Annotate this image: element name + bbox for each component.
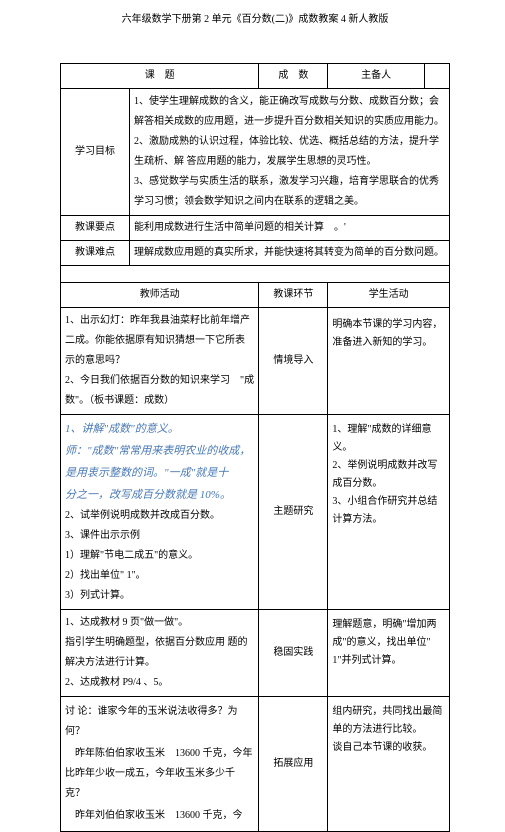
- cell-goals-text: 1、使学生理解成数的含义，能正确改写成数与分数、成数百分数；会解答相关成数的应用…: [130, 89, 450, 216]
- sec3-student: 理解题意，明确"增加两成"的意义，找出单位" 1"并列式计算。: [328, 610, 450, 697]
- sec1-student: 明确本节课的学习内容，准备进入新知的学习。: [328, 308, 450, 415]
- cell-goals-label: 学习目标: [61, 89, 130, 216]
- cell-title-label: 课 题: [61, 64, 259, 89]
- sec2-rest: 2、试举例说明成数并改成百分数。 3、课件出示示例 1）理解"节电二成五"的意义…: [65, 506, 254, 606]
- cell-difficulty-text: 理解成数应用题的真实所求，并能快速将其转变为简单的百分数问题。: [130, 241, 450, 266]
- cell-author-label: 主备人: [328, 64, 425, 89]
- sec4-t-c: 昨年刘伯伯家收玉米 13600 千克，今: [65, 806, 254, 826]
- cell-keypoint-label: 教课要点: [61, 216, 130, 241]
- sec2-h2: 师："成数"常常用来表明农业的收成，是用衷示整数的词。"一成"就是十: [65, 440, 254, 484]
- sec2-teacher: 1、讲解"成数"的意义。 师："成数"常常用来表明农业的收成，是用衷示整数的词。…: [61, 415, 259, 610]
- sec1-env: 情境导入: [259, 308, 328, 415]
- sec1-teacher: 1、出示幻灯：昨年我县油菜籽比前年增产二成。你能依据原有知识猜想一下它所表示的意…: [61, 308, 259, 415]
- sec2-env: 主题研究: [259, 415, 328, 610]
- page-header: 六年级数学下册第 2 单元《百分数(二)》成数教案 4 新人教版: [60, 10, 450, 25]
- sec2-student: 1、理解"成数的详细意义。 2、举例说明成数并改写成百分数。 3、小组合作研究并…: [328, 415, 450, 610]
- sec2-h1: 1、讲解"成数"的意义。: [65, 418, 254, 440]
- th-teacher: 教师活动: [61, 283, 259, 308]
- th-student: 学生活动: [328, 283, 450, 308]
- lesson-plan-table: 课 题 成 数 主备人 学习目标 1、使学生理解成数的含义，能正确改写成数与分数…: [60, 63, 450, 832]
- sec4-env: 拓展应用: [259, 697, 328, 832]
- spacer-row: [61, 266, 450, 283]
- sec4-student: 组内研究，共同找出最简单的方法进行比较。 谈自己本节课的收获。: [328, 697, 450, 832]
- th-env: 教课环节: [259, 283, 328, 308]
- sec2-h3: 分之一，改写成百分数就是 10%。: [65, 484, 254, 506]
- cell-difficulty-label: 教课难点: [61, 241, 130, 266]
- sec3-teacher: 1、达成教材 9 页"做一做"。 指引学生明确题型，依据百分数应用 题的解决方法…: [61, 610, 259, 697]
- cell-title-value: 成 数: [259, 64, 328, 89]
- sec4-t-b: 昨年陈伯伯家收玉米 13600 千克，今年比昨年少收一成五，今年收玉米多少千克？: [65, 744, 254, 804]
- sec3-env: 稳固实践: [259, 610, 328, 697]
- sec4-t-a: 讨 论：谁家今年的玉米说法收得多？为何？: [65, 702, 254, 742]
- sec4-teacher: 讨 论：谁家今年的玉米说法收得多？为何？ 昨年陈伯伯家收玉米 13600 千克，…: [61, 697, 259, 832]
- cell-author-value: [424, 64, 449, 89]
- cell-keypoint-text: 能利用成数进行生活中简单问题的相关计算 。': [130, 216, 450, 241]
